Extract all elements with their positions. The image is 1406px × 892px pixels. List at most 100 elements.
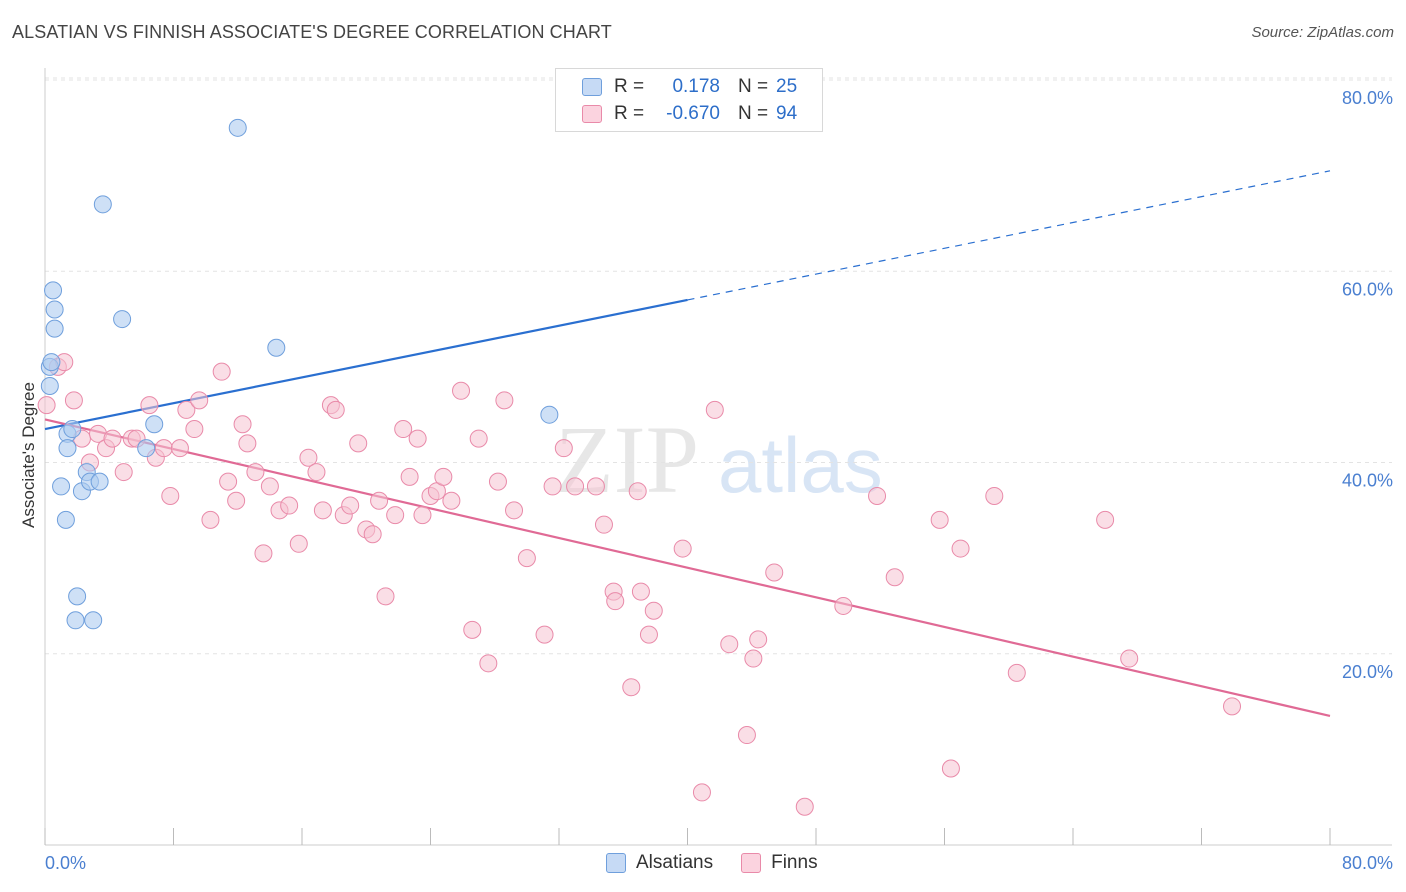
alsatian-point [90, 472, 109, 491]
n-value: 25 [776, 76, 798, 97]
y-tick-label: 60.0% [1342, 279, 1393, 299]
n-value: 94 [776, 103, 798, 124]
finn-point [692, 783, 711, 802]
finn-point [1007, 663, 1026, 682]
series-legend: Alsatians Finns [606, 852, 846, 874]
finn-point [606, 592, 625, 611]
finn-point [469, 429, 488, 448]
finn-point [705, 400, 724, 419]
finn-point [413, 506, 432, 525]
y-axis-label: Associate's Degree [19, 382, 38, 528]
finn-point [170, 439, 189, 458]
finn-point [219, 472, 238, 491]
finn-point [566, 477, 585, 496]
finn-point [260, 477, 279, 496]
alsatian-point [44, 281, 63, 300]
finn-swatch [582, 105, 602, 123]
finn-point [313, 501, 332, 520]
finn-legend-swatch [741, 853, 762, 873]
r-value: -0.670 [666, 103, 720, 124]
finn-point [386, 506, 405, 525]
r-label: R = [614, 76, 645, 97]
y-tick-label: 20.0% [1342, 662, 1393, 682]
alsatian-point [45, 300, 64, 319]
finn-point [628, 482, 647, 501]
finn-point [1120, 649, 1139, 668]
finn-point [233, 415, 252, 434]
finn-point [212, 362, 231, 381]
x-tick-label: 80.0% [1342, 853, 1393, 873]
finn-point [463, 620, 482, 639]
alsatian-point [42, 353, 61, 372]
x-tick-label: 0.0% [45, 853, 86, 873]
finn-point [254, 544, 273, 563]
source-credit: Source: ZipAtlas.com [1251, 24, 1394, 41]
finn-point [834, 596, 853, 615]
finn-point [442, 491, 461, 510]
finn-point [985, 486, 1004, 505]
finn-point [103, 429, 122, 448]
finn-point [434, 467, 453, 486]
finn-point [868, 486, 887, 505]
alsatian-point [267, 338, 286, 357]
finn-point [326, 400, 345, 419]
finn-point [363, 525, 382, 544]
watermark-zip: ZIP [555, 406, 699, 513]
finns-label: Finns [771, 852, 818, 873]
alsatian-trend-extension [687, 170, 1331, 301]
alsatian-legend-swatch [606, 853, 626, 873]
finn-point [586, 477, 605, 496]
finn-point [307, 463, 326, 482]
finn-point [554, 439, 573, 458]
finn-point [246, 463, 265, 482]
finn-point [543, 477, 562, 496]
finn-point [227, 491, 246, 510]
alsatian-point [68, 587, 87, 606]
finn-point [349, 434, 368, 453]
finn-point [370, 491, 389, 510]
r-value: 0.178 [672, 76, 720, 97]
legend-item-alsatians: Alsatians [606, 852, 713, 874]
watermark-atlas: atlas [718, 421, 883, 509]
finn-point [795, 797, 814, 816]
alsatian-point [58, 439, 77, 458]
finn-point [765, 563, 784, 582]
finn-point [495, 391, 514, 410]
finn-point [505, 501, 524, 520]
alsatian-point [113, 310, 132, 329]
alsatian-point [228, 118, 247, 137]
finn-point [452, 381, 471, 400]
finn-point [644, 601, 663, 620]
finn-point [341, 496, 360, 515]
finn-point [744, 649, 763, 668]
finn-point [408, 429, 427, 448]
r-label: R = [614, 103, 645, 124]
tick-labels: 20.0% 40.0% 60.0% 80.0% 0.0% 80.0% [45, 88, 1393, 873]
alsatian-swatch [582, 78, 602, 96]
alsatian-point [40, 377, 59, 395]
finn-point [1096, 510, 1115, 529]
finn-point [535, 625, 554, 644]
finn-point [941, 759, 960, 778]
alsatians-label: Alsatians [636, 852, 714, 873]
alsatian-point [84, 611, 103, 630]
finn-point [673, 539, 692, 558]
alsatian-point [540, 405, 559, 424]
chart-title: ALSATIAN VS FINNISH ASSOCIATE'S DEGREE C… [12, 22, 612, 42]
legend-item-finns: Finns [741, 852, 818, 874]
finn-point [517, 549, 536, 568]
finn-point [594, 515, 613, 534]
finn-point [280, 496, 299, 515]
finn-point [639, 625, 658, 644]
alsatian-point [93, 195, 112, 214]
data-points [37, 118, 1242, 816]
finn-point [140, 396, 159, 415]
finn-point [289, 534, 308, 553]
finn-point [622, 678, 641, 697]
alsatian-point [45, 319, 64, 338]
finn-point [885, 568, 904, 587]
alsatian-point [56, 510, 75, 529]
finn-point [394, 420, 413, 439]
alsatian-point [66, 611, 85, 630]
